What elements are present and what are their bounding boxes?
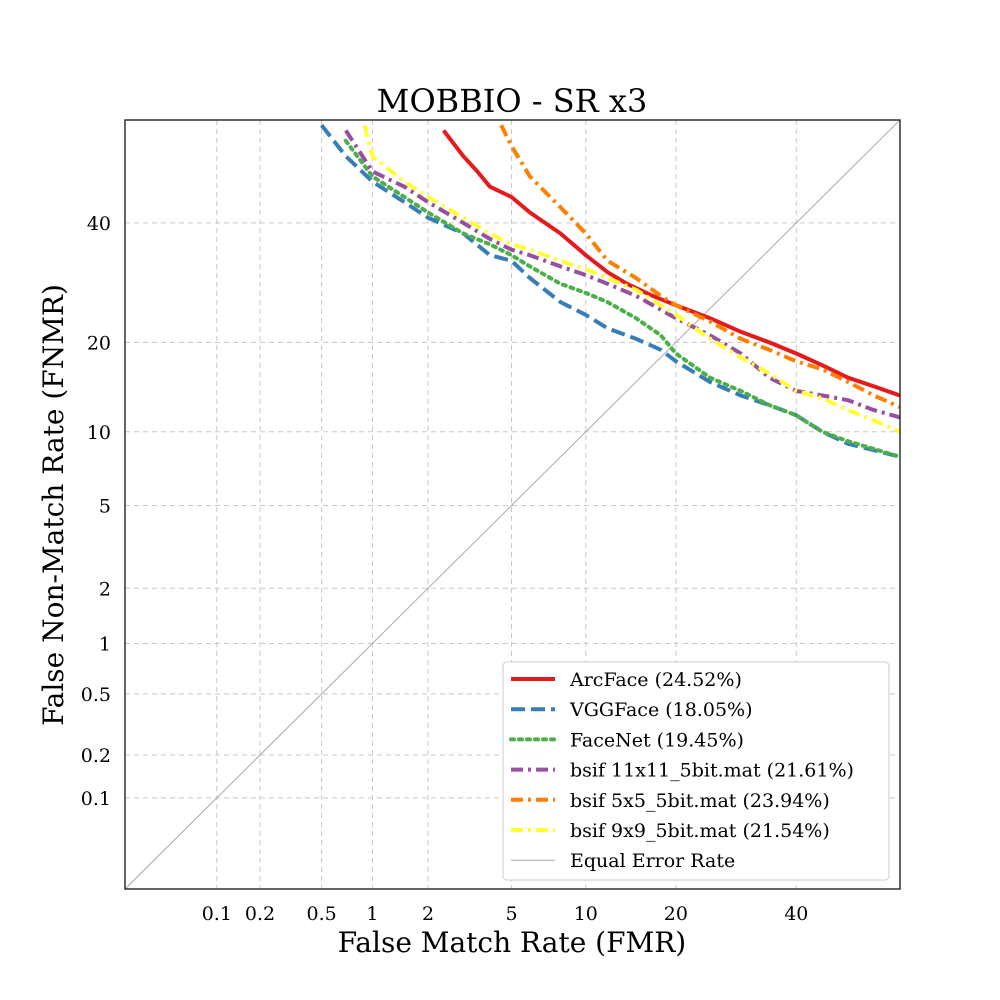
legend-label: bsif 9x9_5bit.mat (21.54%) — [570, 820, 830, 842]
x-tick-label: 10 — [574, 903, 598, 925]
y-tick-label: 10 — [87, 422, 111, 444]
x-axis-label: False Match Rate (FMR) — [338, 926, 686, 959]
legend: ArcFace (24.52%) VGGFace (18.05%) FaceNet … — [502, 661, 890, 881]
y-tick-label: 1 — [99, 633, 111, 655]
chart-title: MOBBIO - SR x3 — [377, 82, 648, 120]
x-tick-label: 2 — [422, 903, 434, 925]
x-tick-label: 5 — [505, 903, 517, 925]
x-tick-labels: 0.1 0.2 0.5 1 2 5 10 20 40 — [202, 903, 809, 925]
y-tick-label: 2 — [99, 578, 111, 600]
y-tick-label: 40 — [87, 213, 111, 235]
y-tick-label: 5 — [99, 495, 111, 517]
x-tick-label: 40 — [784, 903, 808, 925]
y-tick-labels: 0.1 0.2 0.5 1 2 5 10 20 40 — [81, 213, 111, 810]
legend-label: Equal Error Rate — [570, 850, 735, 872]
legend-label: FaceNet (19.45%) — [570, 729, 744, 751]
y-tick-label: 0.2 — [81, 745, 111, 767]
legend-label: ArcFace (24.52%) — [569, 669, 742, 691]
series-line — [344, 129, 900, 420]
x-tick-label: 1 — [366, 903, 378, 925]
legend-box — [502, 661, 890, 881]
series-layer — [125, 120, 900, 889]
legend-label: bsif 5x5_5bit.mat (23.94%) — [570, 790, 830, 812]
legend-items: ArcFace (24.52%) VGGFace (18.05%) FaceNet … — [509, 669, 854, 872]
y-tick-label: 0.5 — [81, 684, 111, 706]
series-line — [499, 124, 900, 409]
y-tick-label: 0.1 — [81, 788, 111, 810]
legend-label: bsif 11x11_5bit.mat (21.61%) — [570, 760, 854, 782]
series-line — [320, 123, 900, 459]
series-line — [442, 129, 900, 398]
x-tick-label: 20 — [664, 903, 688, 925]
x-tick-label: 0.5 — [307, 903, 337, 925]
x-tick-label: 0.1 — [202, 903, 232, 925]
series-line — [343, 138, 900, 459]
y-tick-label: 20 — [87, 332, 111, 354]
plot-frame — [124, 119, 901, 890]
y-axis-label: False Non-Match Rate (FNMR) — [37, 284, 70, 726]
legend-label: VGGFace (18.05%) — [569, 699, 753, 721]
x-tick-label: 0.2 — [245, 903, 275, 925]
series-line — [125, 120, 900, 889]
